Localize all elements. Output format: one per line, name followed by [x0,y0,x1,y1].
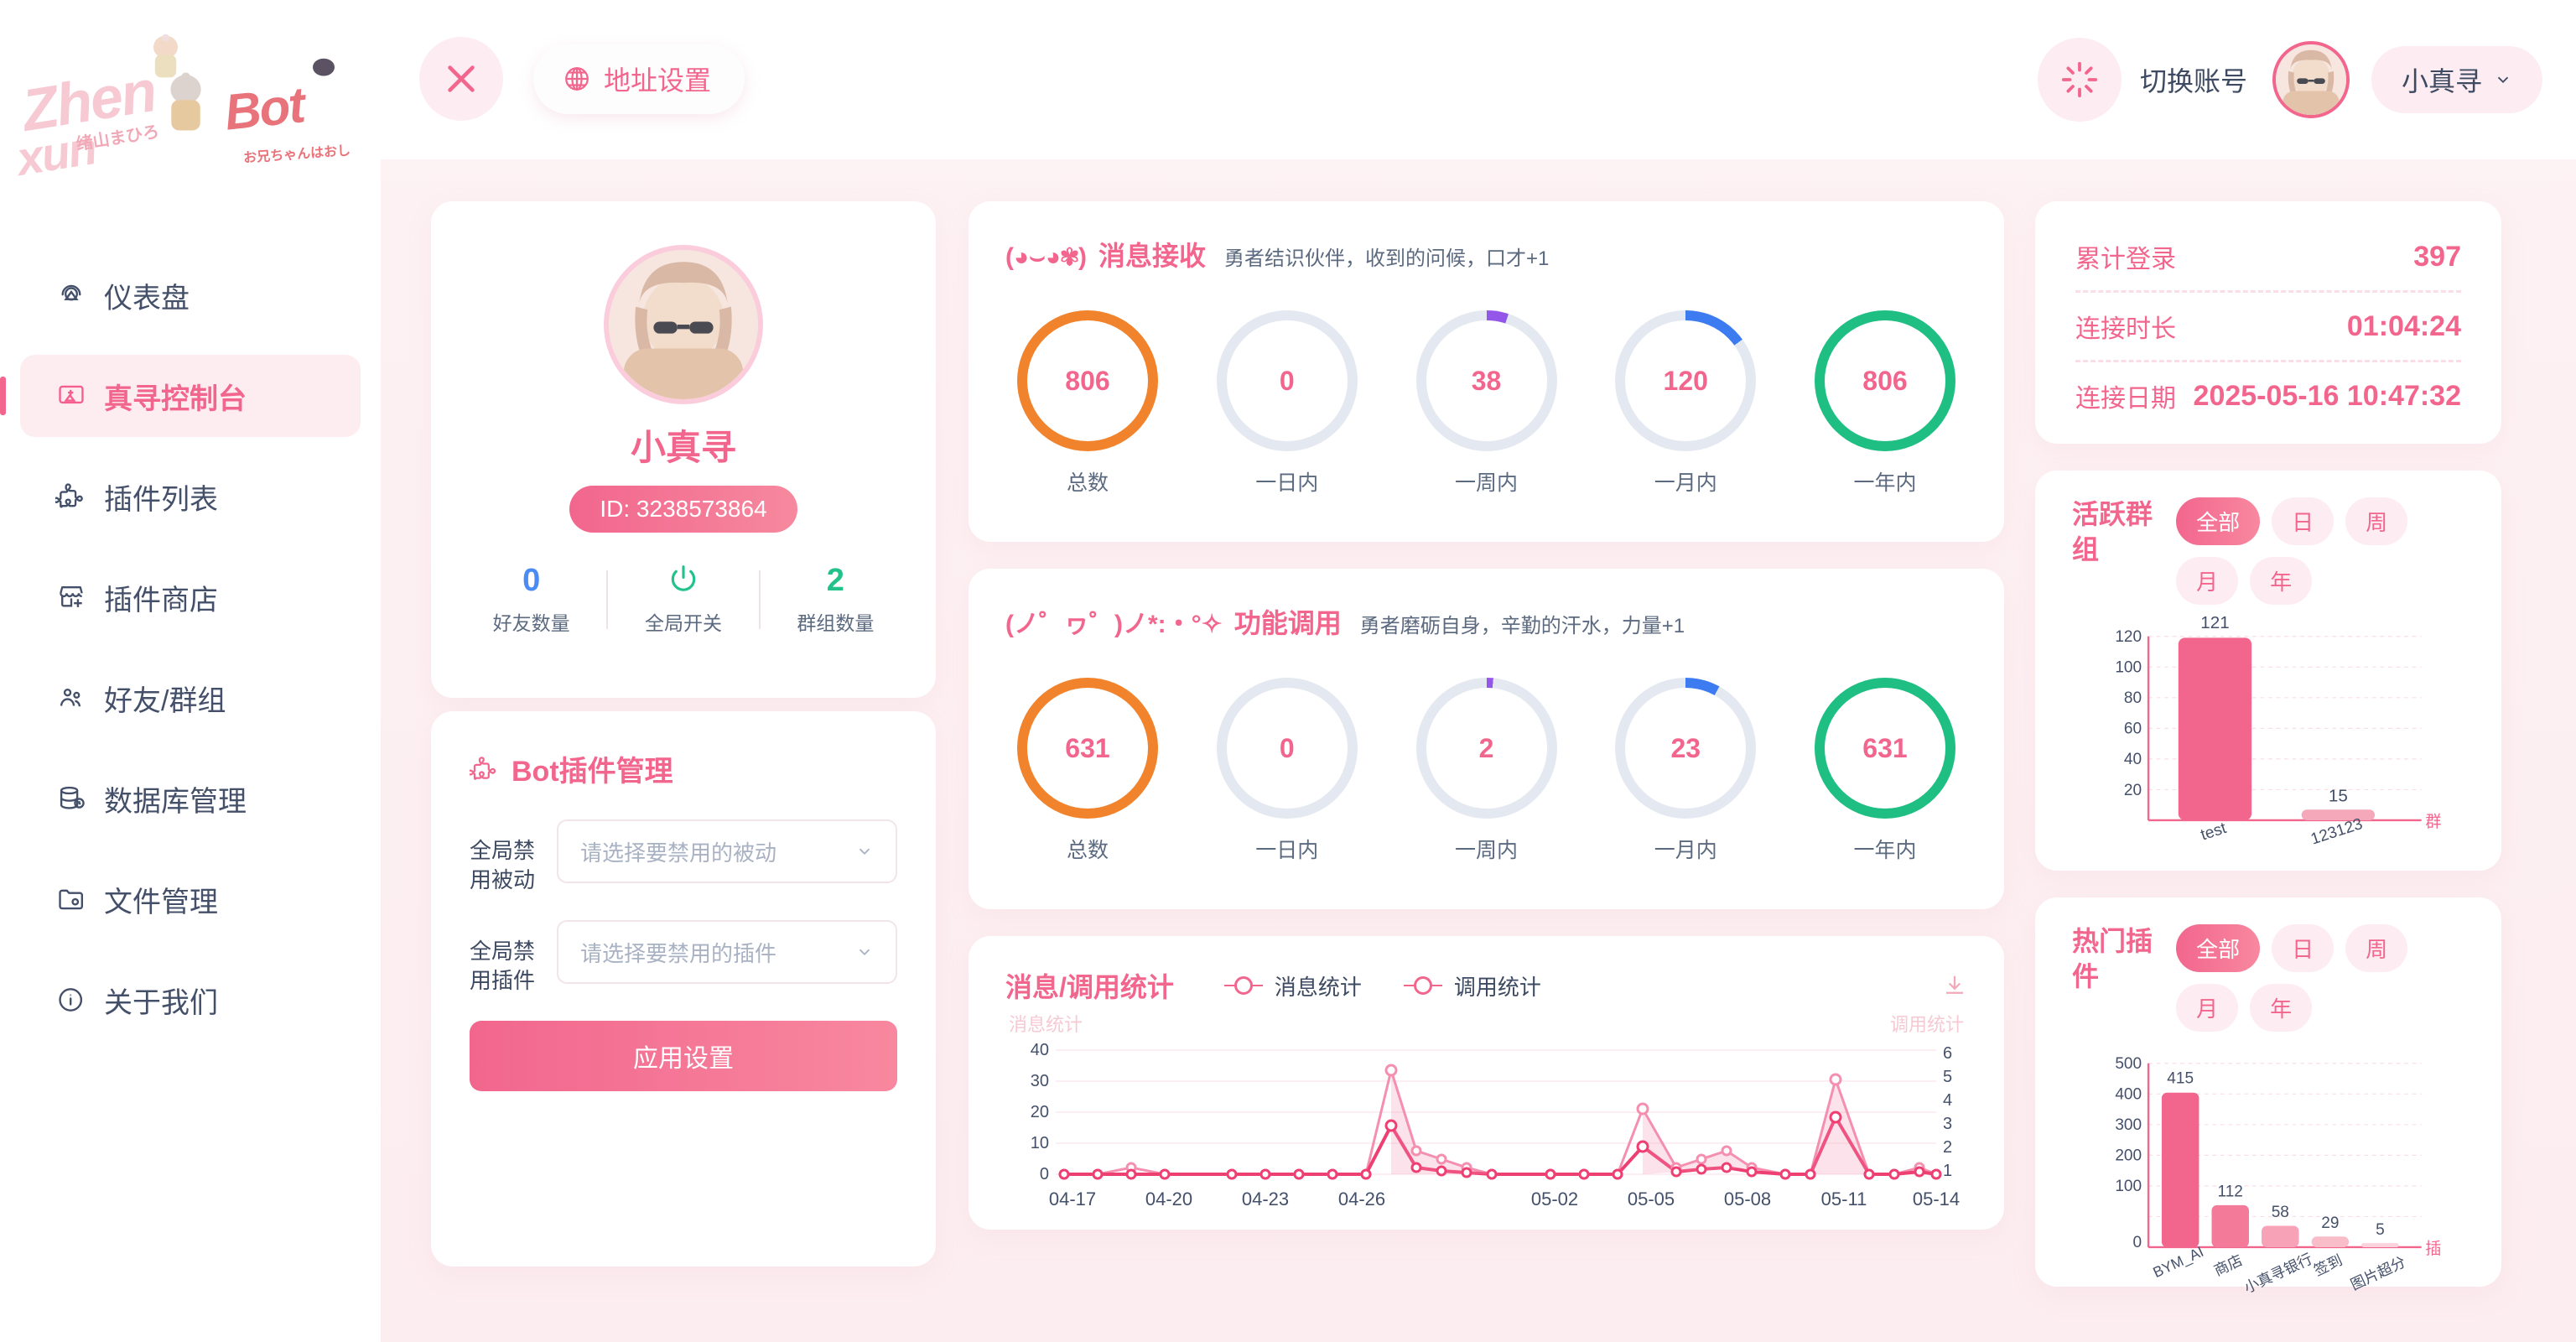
svg-text:10: 10 [1031,1134,1049,1152]
svg-text:60: 60 [2124,720,2142,738]
svg-text:05-11: 05-11 [1821,1189,1867,1209]
svg-text:15: 15 [2329,787,2348,806]
svg-text:0: 0 [2133,1234,2142,1251]
svg-text:05-05: 05-05 [1628,1189,1675,1209]
svg-text:415: 415 [2167,1070,2194,1088]
svg-text:test: test [2199,819,2229,845]
svg-text:40: 40 [1031,1041,1049,1059]
svg-text:05-14: 05-14 [1913,1189,1960,1209]
svg-text:04-23: 04-23 [1242,1189,1289,1209]
svg-text:29: 29 [2321,1215,2339,1232]
svg-text:05-08: 05-08 [1724,1189,1771,1209]
svg-text:签到: 签到 [2311,1251,2345,1279]
svg-text:200: 200 [2115,1147,2142,1165]
svg-text:2: 2 [1943,1138,1952,1157]
svg-text:500: 500 [2115,1055,2142,1073]
svg-text:112: 112 [2218,1183,2243,1201]
svg-text:1: 1 [1943,1162,1952,1180]
svg-text:5: 5 [1943,1068,1952,1086]
svg-text:图片超分: 图片超分 [2348,1253,2408,1293]
svg-text:400: 400 [2115,1086,2142,1104]
svg-text:6: 6 [1943,1044,1952,1063]
svg-text:120: 120 [2115,628,2142,646]
svg-text:小真寻银行: 小真寻银行 [2241,1251,2315,1297]
svg-text:40: 40 [2124,751,2142,768]
svg-text:100: 100 [2115,1178,2142,1195]
svg-text:BYM_AI: BYM_AI [2150,1243,2206,1282]
svg-text:插: 插 [2425,1240,2441,1258]
svg-text:80: 80 [2124,689,2142,707]
svg-text:30: 30 [1031,1072,1049,1090]
svg-text:04-20: 04-20 [1145,1189,1192,1209]
svg-text:300: 300 [2115,1116,2142,1134]
svg-text:5: 5 [2376,1221,2385,1239]
svg-text:04-17: 04-17 [1049,1189,1096,1209]
svg-text:100: 100 [2115,659,2142,677]
svg-text:05-02: 05-02 [1531,1189,1578,1209]
svg-text:0: 0 [1040,1165,1049,1183]
svg-text:20: 20 [1031,1103,1049,1121]
svg-text:3: 3 [1943,1115,1952,1133]
svg-text:商店: 商店 [2211,1251,2245,1279]
svg-text:58: 58 [2272,1204,2289,1221]
svg-text:20: 20 [2124,782,2142,799]
svg-text:121: 121 [2200,613,2229,632]
svg-text:4: 4 [1943,1091,1952,1110]
svg-text:群: 群 [2425,813,2441,831]
svg-text:04-26: 04-26 [1338,1189,1385,1209]
